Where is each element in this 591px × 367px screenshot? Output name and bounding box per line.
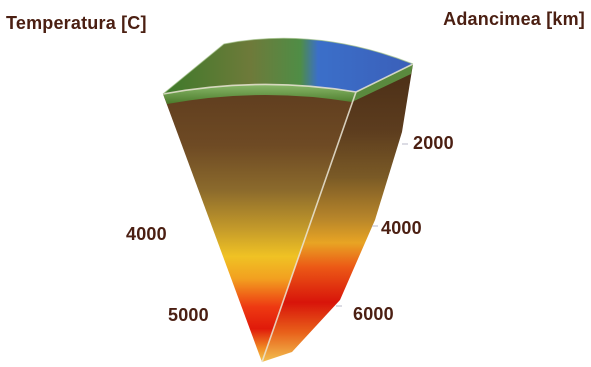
wedge-outline <box>162 37 414 95</box>
surface-top <box>163 38 413 94</box>
temperature-axis-title: Temperatura [C] <box>6 13 147 33</box>
left-cross-section-face <box>163 84 356 363</box>
wedge-edge-lines <box>162 63 414 363</box>
depth-ticks <box>336 143 408 307</box>
crust-band-left <box>163 84 356 104</box>
right-cross-section-face <box>262 64 413 362</box>
temperature-label-5000: 5000 <box>168 305 209 325</box>
depth-label-6000: 6000 <box>353 304 394 324</box>
depth-label-2000: 2000 <box>413 133 454 153</box>
depth-axis-title: Adancimea [km] <box>443 9 585 29</box>
temperature-label-4000: 4000 <box>126 224 167 244</box>
depth-label-4000: 4000 <box>381 218 422 238</box>
crust-band-right <box>352 64 413 102</box>
